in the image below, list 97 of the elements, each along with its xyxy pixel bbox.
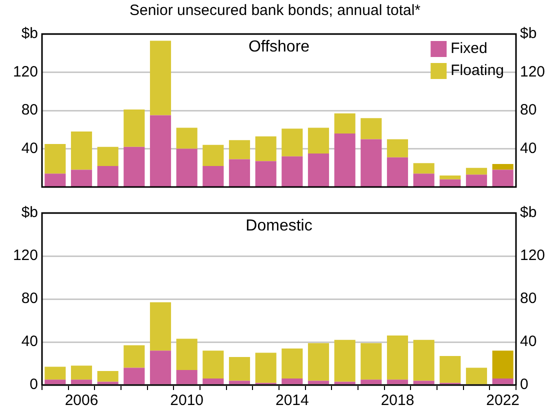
chart-subtitle: Senior unsecured bank bonds; annual total*: [128, 2, 422, 19]
y-tick-label: 40: [21, 140, 38, 157]
bar: [202, 144, 224, 166]
bar: [466, 168, 488, 175]
bar: [97, 382, 118, 384]
bar: [124, 345, 145, 368]
bar: [124, 146, 145, 187]
bar: [150, 115, 172, 187]
x-tick-label: 2010: [170, 392, 204, 408]
x-tick-label: 2022: [486, 392, 520, 408]
bar: [70, 132, 92, 170]
y2-tick-label: 120: [520, 247, 546, 264]
bar: [334, 382, 356, 384]
bar: [386, 157, 408, 187]
bar: [44, 174, 66, 187]
bar: [440, 179, 461, 187]
bar: [202, 350, 224, 379]
y-tick-label: 0: [30, 376, 38, 394]
bar: [466, 174, 488, 187]
bar: [176, 338, 198, 370]
bar: [334, 113, 356, 134]
bar: [413, 163, 434, 174]
bar: [466, 368, 488, 384]
bar: [334, 340, 356, 382]
bar: [202, 166, 224, 187]
bar: [282, 378, 303, 384]
bar: [97, 371, 118, 382]
bar: [150, 40, 172, 116]
y-tick-label: 120: [12, 63, 38, 80]
bar: [255, 136, 276, 162]
y2-tick-label: 40: [520, 333, 537, 350]
y-tick-label: 80: [21, 290, 38, 308]
legend-label: Floating: [450, 62, 504, 80]
y2-tick-label: 80: [520, 102, 537, 119]
bar: [308, 380, 330, 384]
y-tick-label: 80: [21, 102, 38, 119]
bar: [70, 380, 92, 384]
y2-tick-label: $b: [520, 25, 537, 42]
bar: [228, 380, 250, 384]
bar: [386, 139, 408, 158]
bar: [44, 144, 66, 174]
y-tick-label: $b: [21, 25, 38, 42]
bar: [360, 139, 382, 187]
bar: [440, 356, 461, 383]
y-tick-label: $b: [21, 204, 38, 222]
bar: [282, 348, 303, 379]
y-tick-label: 40: [21, 333, 38, 350]
chart-title: Offshore: [248, 38, 310, 56]
bar: [202, 378, 224, 384]
bar: [124, 368, 145, 384]
bar: [255, 161, 276, 187]
bar: [176, 370, 198, 384]
bar: [282, 156, 303, 187]
bar: [334, 133, 356, 187]
chart-title: Domestic: [246, 217, 312, 234]
bar: [440, 176, 461, 180]
bar: [308, 343, 330, 381]
bar: [413, 380, 434, 384]
bar: [492, 164, 514, 170]
bar: [176, 128, 198, 149]
bar: [44, 366, 66, 380]
bar: [97, 166, 118, 187]
x-tick-label: 2018: [380, 392, 414, 408]
x-tick-label: 2014: [275, 392, 309, 408]
bar: [308, 154, 330, 187]
bar: [492, 350, 514, 379]
bar: [97, 146, 118, 166]
legend-label: Fixed: [450, 40, 488, 58]
y2-tick-label: 0: [520, 376, 528, 394]
y-tick-label: 120: [12, 247, 38, 264]
y2-tick-label: $b: [520, 204, 537, 222]
bar: [413, 174, 434, 187]
bar: [228, 140, 250, 160]
bar: [360, 343, 382, 380]
bar: [492, 378, 514, 384]
bar: [282, 128, 303, 156]
y2-tick-label: 120: [520, 63, 546, 80]
bar: [150, 350, 172, 384]
bar: [150, 302, 172, 351]
bar: [492, 170, 514, 187]
y2-tick-label: 40: [520, 140, 537, 157]
bar: [360, 118, 382, 140]
bar: [44, 380, 66, 384]
bar: [386, 336, 408, 380]
bar: [124, 110, 145, 147]
bar: [176, 148, 198, 187]
y2-tick-label: 80: [520, 290, 537, 308]
bar: [360, 380, 382, 384]
x-tick-label: 2006: [64, 392, 98, 408]
bar: [228, 357, 250, 381]
bar: [70, 366, 92, 380]
bar: [413, 340, 434, 381]
bar: [228, 159, 250, 187]
bar: [386, 380, 408, 384]
bar: [255, 352, 276, 383]
bar: [70, 170, 92, 187]
bar: [308, 128, 330, 154]
